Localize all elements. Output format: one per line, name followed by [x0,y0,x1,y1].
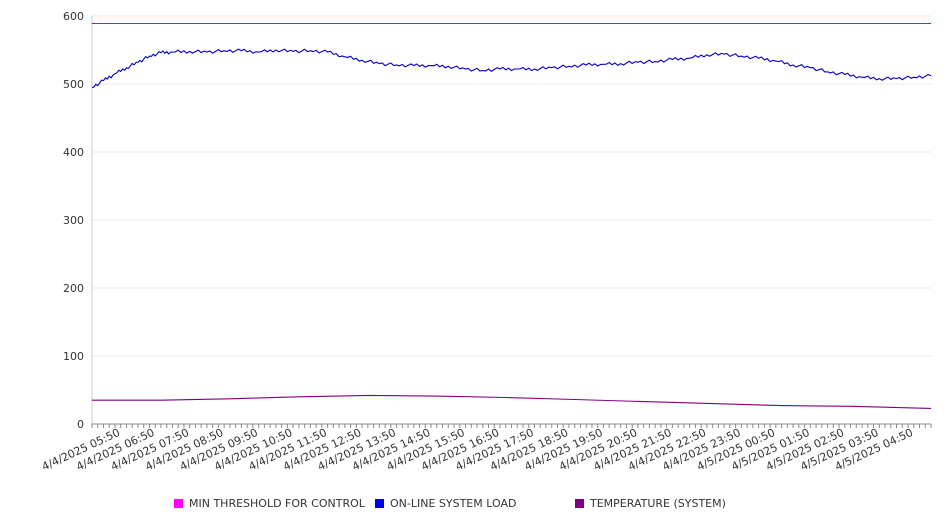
grid-lines [92,15,931,357]
x-tick-labels: 4/4/2025 05:504/4/2025 06:504/4/2025 07:… [40,426,915,474]
legend-label-system-load: ON-LINE SYSTEM LOAD [390,497,517,510]
y-tick-label-100: 100 [63,350,84,363]
series-line-system-load [91,48,932,88]
legend-item-system-load: ON-LINE SYSTEM LOAD [375,497,516,510]
legend-label-temperature: TEMPERATURE (SYSTEM) [590,497,726,510]
y-tick-label-600: 600 [63,10,84,23]
y-tick-labels: 0 100 200 300 400 500 600 [63,10,84,431]
y-tick-label-400: 400 [63,146,84,159]
legend-swatch-system-load [375,499,384,508]
legend-swatch-min-threshold [174,499,183,508]
legend-swatch-temperature [575,499,584,508]
y-tick-label-300: 300 [63,214,84,227]
legend-label-min-threshold: MIN THRESHOLD FOR CONTROL [189,497,365,510]
legend: MIN THRESHOLD FOR CONTROL ON-LINE SYSTEM… [0,497,946,517]
legend-item-temperature: TEMPERATURE (SYSTEM) [575,497,726,510]
y-tick-label-500: 500 [63,78,84,91]
y-tick-label-200: 200 [63,282,84,295]
y-tick-label-0: 0 [77,418,84,431]
legend-item-min-threshold: MIN THRESHOLD FOR CONTROL [174,497,365,510]
axes [91,16,932,428]
series-line-temperature [92,394,932,409]
series-lines [91,22,932,409]
